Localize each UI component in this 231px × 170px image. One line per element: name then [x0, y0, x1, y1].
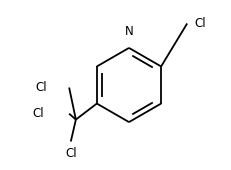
Text: Cl: Cl	[194, 17, 206, 30]
Text: Cl: Cl	[36, 81, 47, 94]
Text: Cl: Cl	[65, 147, 77, 159]
Text: N: N	[125, 24, 133, 38]
Text: Cl: Cl	[32, 107, 44, 120]
